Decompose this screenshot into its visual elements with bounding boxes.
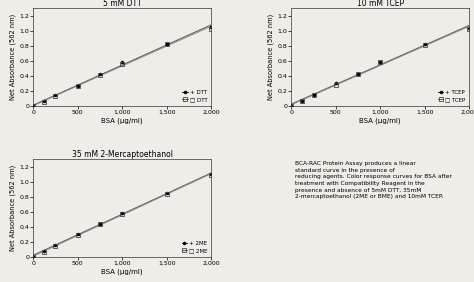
Title: 5 mM DTT: 5 mM DTT [103, 0, 141, 8]
Y-axis label: Net Absorbance (562 nm): Net Absorbance (562 nm) [268, 14, 274, 100]
X-axis label: BSA (µg/ml): BSA (µg/ml) [359, 118, 401, 124]
Y-axis label: Net Absorbance (562 nm): Net Absorbance (562 nm) [10, 165, 17, 251]
Title: 35 mM 2-Mercaptoethanol: 35 mM 2-Mercaptoethanol [72, 149, 173, 158]
Legend: + TCEP, □ TCEP: + TCEP, □ TCEP [437, 89, 466, 103]
X-axis label: BSA (µg/ml): BSA (µg/ml) [101, 118, 143, 124]
Text: BCA-RAC Protein Assay produces a linear
standard curve in the presence of
reduci: BCA-RAC Protein Assay produces a linear … [295, 161, 452, 199]
Y-axis label: Net Absorbance (562 nm): Net Absorbance (562 nm) [10, 14, 17, 100]
Legend: + DTT, □ DTT: + DTT, □ DTT [182, 89, 209, 103]
Legend: + 2ME, □ 2ME: + 2ME, □ 2ME [181, 240, 209, 254]
Title: 10 mM TCEP: 10 mM TCEP [357, 0, 404, 8]
X-axis label: BSA (µg/ml): BSA (µg/ml) [101, 268, 143, 275]
